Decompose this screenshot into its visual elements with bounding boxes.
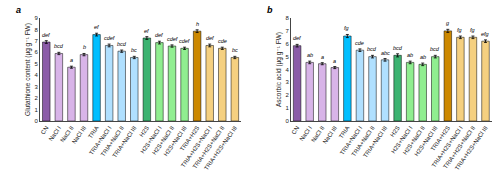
svg-text:3: 3 <box>285 79 289 85</box>
svg-text:6: 6 <box>35 49 39 55</box>
svg-text:Ascorbic acid (µg g⁻¹ FW): Ascorbic acid (µg g⁻¹ FW) <box>275 32 283 107</box>
svg-text:H2S+NaCl III: H2S+NaCl III <box>163 125 188 158</box>
svg-text:cdef: cdef <box>104 35 115 41</box>
svg-text:H2S+NaCl I: H2S+NaCl I <box>390 125 413 155</box>
svg-text:0: 0 <box>35 118 39 124</box>
svg-text:H2S+NaCl I: H2S+NaCl I <box>140 125 163 155</box>
svg-text:fg: fg <box>344 25 350 31</box>
svg-text:NaCl I: NaCl I <box>48 125 63 142</box>
svg-text:4: 4 <box>285 67 289 73</box>
svg-text:NaCl II: NaCl II <box>59 125 75 144</box>
svg-text:TRIA: TRIA <box>87 125 100 140</box>
svg-text:TRIA+NaCl III: TRIA+NaCl III <box>111 125 137 159</box>
svg-text:4: 4 <box>35 72 39 78</box>
svg-text:NaCl II: NaCl II <box>310 125 326 144</box>
svg-text:CN: CN <box>291 125 301 136</box>
svg-text:Glutathione content (µg g⁻¹ FW: Glutathione content (µg g⁻¹ FW) <box>24 23 32 116</box>
svg-text:TRIA+H2S+NaCl I: TRIA+H2S+NaCl I <box>431 125 464 169</box>
svg-text:ab: ab <box>420 54 426 60</box>
svg-text:TRIA+H2S+NaCl I: TRIA+H2S+NaCl I <box>180 125 213 169</box>
svg-text:a: a <box>70 57 73 63</box>
svg-text:NaCl I: NaCl I <box>298 125 313 142</box>
svg-text:0: 0 <box>285 118 289 124</box>
svg-text:NaCl III: NaCl III <box>71 125 88 145</box>
svg-text:5: 5 <box>35 61 39 67</box>
svg-text:ab: ab <box>407 52 413 58</box>
svg-text:CN: CN <box>40 125 50 136</box>
svg-text:TRIA+H2S+NaCl II: TRIA+H2S+NaCl II <box>442 125 476 170</box>
svg-text:H2S+NaCl II: H2S+NaCl II <box>402 125 426 156</box>
svg-text:8: 8 <box>35 27 39 33</box>
svg-text:H2S+NaCl II: H2S+NaCl II <box>151 125 175 156</box>
svg-text:6: 6 <box>285 41 289 47</box>
svg-text:def: def <box>293 35 301 41</box>
svg-text:1: 1 <box>285 105 289 111</box>
svg-text:5: 5 <box>285 54 289 60</box>
svg-text:H2S+NaCl III: H2S+NaCl III <box>413 125 438 158</box>
svg-text:efg: efg <box>481 31 490 37</box>
svg-text:TRIA: TRIA <box>338 125 351 140</box>
svg-text:bc: bc <box>232 47 238 53</box>
svg-text:1: 1 <box>35 107 39 113</box>
svg-text:TRIA+NaCl I: TRIA+NaCl I <box>339 125 364 156</box>
svg-text:bcd: bcd <box>430 46 440 52</box>
svg-text:a: a <box>16 5 21 15</box>
svg-text:TRIA+NaCl III: TRIA+NaCl III <box>362 125 388 159</box>
svg-text:cdef: cdef <box>167 36 178 42</box>
svg-text:9: 9 <box>35 15 39 21</box>
svg-text:ef: ef <box>144 28 149 34</box>
svg-text:TRIA+NaCl II: TRIA+NaCl II <box>350 125 375 158</box>
svg-text:TRIA+NaCl I: TRIA+NaCl I <box>88 125 113 156</box>
svg-text:bcd: bcd <box>54 43 64 49</box>
svg-text:b: b <box>83 44 86 50</box>
svg-text:H2S: H2S <box>389 125 401 138</box>
svg-text:TRIA+H2S: TRIA+H2S <box>430 125 451 152</box>
svg-text:TRIA+H2S+NaCl III: TRIA+H2S+NaCl III <box>203 125 238 172</box>
svg-text:a: a <box>321 54 324 60</box>
svg-text:def: def <box>206 35 214 41</box>
svg-text:bcd: bcd <box>117 41 127 47</box>
svg-text:bc: bc <box>131 47 137 53</box>
svg-text:2: 2 <box>285 92 289 98</box>
svg-text:TRIA+NaCl II: TRIA+NaCl II <box>100 125 125 158</box>
svg-text:3: 3 <box>35 84 39 90</box>
svg-text:H2S: H2S <box>139 125 151 138</box>
svg-text:7: 7 <box>35 38 39 44</box>
svg-text:2: 2 <box>35 95 39 101</box>
svg-text:ef: ef <box>94 24 99 30</box>
svg-text:8: 8 <box>285 15 289 21</box>
svg-text:fg: fg <box>457 27 463 33</box>
svg-text:7: 7 <box>285 28 289 34</box>
svg-text:cdef: cdef <box>179 38 190 44</box>
svg-text:ab: ab <box>307 52 313 58</box>
svg-text:h: h <box>196 21 199 27</box>
svg-text:b: b <box>267 5 273 15</box>
svg-text:abc: abc <box>381 50 390 56</box>
svg-text:fg: fg <box>470 27 476 33</box>
svg-text:g: g <box>446 20 450 26</box>
svg-text:TRIA+H2S: TRIA+H2S <box>179 125 200 152</box>
svg-text:a: a <box>333 58 336 64</box>
svg-text:def: def <box>155 32 163 38</box>
svg-text:TRIA+H2S+NaCl II: TRIA+H2S+NaCl II <box>192 125 226 170</box>
svg-text:bcd: bcd <box>393 45 403 51</box>
svg-text:cde: cde <box>355 40 364 46</box>
svg-text:bcd: bcd <box>367 46 377 52</box>
svg-text:TRIA+H2S+NaCl III: TRIA+H2S+NaCl III <box>454 125 489 172</box>
svg-text:def: def <box>42 32 50 38</box>
svg-text:cde: cde <box>218 38 227 44</box>
svg-text:NaCl III: NaCl III <box>322 125 339 145</box>
